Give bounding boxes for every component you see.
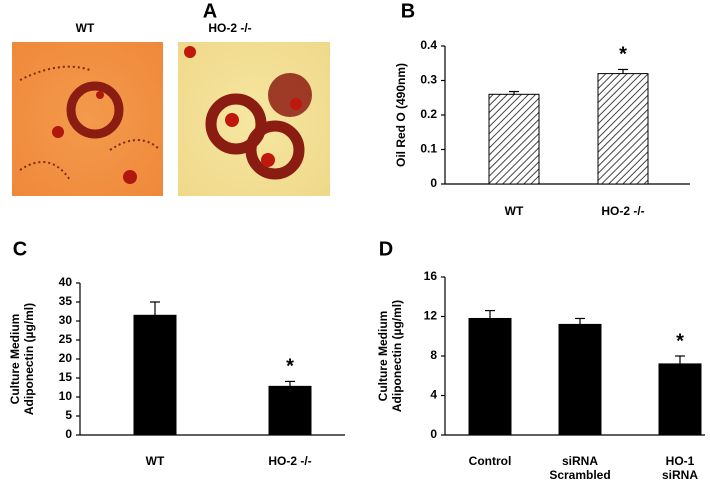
bar <box>658 363 702 436</box>
x-tick-label: WT <box>146 454 165 468</box>
y-tick-label: 40 <box>59 275 73 289</box>
y-tick-label: 0 <box>65 427 72 441</box>
y-axis-label: Culture Medium <box>8 314 22 405</box>
y-axis-label: Adiponectin (µg/ml) <box>390 300 404 412</box>
y-tick-label: 0.4 <box>420 38 437 52</box>
x-tick-label: siRNA <box>562 454 598 468</box>
y-tick-label: 4 <box>430 388 437 402</box>
y-tick-label: 15 <box>59 370 73 384</box>
y-tick-label: 8 <box>430 348 437 362</box>
bar <box>597 73 649 185</box>
bar <box>468 317 512 436</box>
image-label: WT <box>76 21 95 35</box>
bar <box>558 323 602 436</box>
y-tick-label: 0 <box>430 427 437 441</box>
y-axis-label: Oil Red O (490nm) <box>394 63 408 167</box>
significance-mark: * <box>619 44 627 66</box>
x-tick-label: siRNA <box>662 468 698 482</box>
x-tick-label: Control <box>469 454 512 468</box>
y-tick-label: 10 <box>59 389 73 403</box>
bar <box>268 385 312 436</box>
y-tick-label: 5 <box>65 408 72 422</box>
image-label: HO-2 -/- <box>208 21 251 35</box>
micrograph <box>178 42 330 196</box>
panel-label: C <box>13 238 27 260</box>
y-axis-label: Adiponectin (µg/ml) <box>22 303 36 415</box>
y-tick-label: 35 <box>59 294 73 308</box>
y-tick-label: 0 <box>430 176 437 190</box>
y-tick-label: 0.3 <box>420 73 437 87</box>
x-tick-label: WT <box>505 204 524 218</box>
bar <box>488 93 540 185</box>
y-tick-label: 0.2 <box>420 107 437 121</box>
x-tick-label: Scrambled <box>549 468 610 482</box>
y-tick-label: 25 <box>59 332 73 346</box>
y-tick-label: 20 <box>59 351 73 365</box>
y-tick-label: 12 <box>424 309 438 323</box>
panel-label: D <box>379 238 393 260</box>
y-tick-label: 0.1 <box>420 142 437 156</box>
x-tick-label: HO-2 -/- <box>601 204 644 218</box>
y-tick-label: 16 <box>424 269 438 283</box>
micrograph <box>12 42 163 196</box>
significance-mark: * <box>286 356 294 378</box>
panel-label: A <box>203 0 217 22</box>
significance-mark: * <box>676 330 684 352</box>
x-tick-label: HO-1 <box>666 454 695 468</box>
x-tick-label: HO-2 -/- <box>268 454 311 468</box>
y-tick-label: 30 <box>59 313 73 327</box>
panel-label: B <box>401 0 415 22</box>
y-axis-label: Culture Medium <box>376 311 390 402</box>
bar <box>133 314 177 436</box>
